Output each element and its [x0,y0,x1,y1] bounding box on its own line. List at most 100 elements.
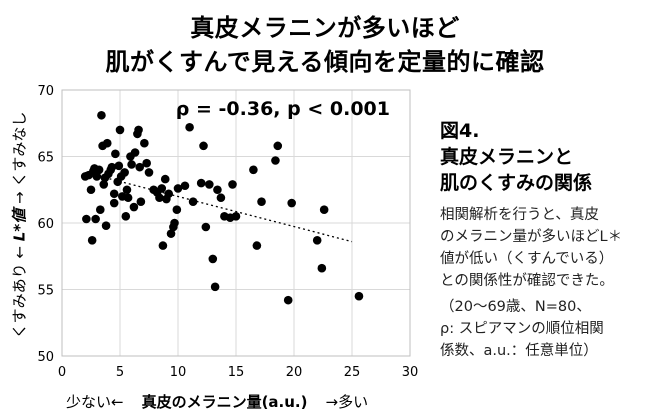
data-point [142,158,151,168]
y-tick-label: 60 [37,217,54,232]
data-point [120,168,129,177]
data-point [166,229,176,238]
x-tick-label: 10 [170,365,187,380]
x-axis-name: 真皮のメラニン量(a.u.) [141,393,308,411]
data-point [92,172,102,181]
data-point [94,165,104,175]
x-tick-label: 25 [344,365,361,380]
data-point [129,202,139,212]
y-axis-name: L*値 [10,208,29,242]
y-tick-label: 55 [37,284,54,299]
data-point [205,180,214,189]
data-point [157,184,167,193]
trend-line [85,171,353,243]
data-point [115,125,125,135]
data-point [312,235,322,245]
y-axis-label: くすみあり ← L*値 → くすみなし [4,85,34,365]
data-point [188,197,198,207]
data-point [111,149,120,159]
data-point [87,235,97,245]
figure-title-line1: 真皮メラニンと [440,146,574,168]
data-point [136,197,146,207]
plot-area [61,89,411,357]
data-point [95,205,105,214]
data-point [99,180,109,189]
data-point [201,222,211,232]
data-point [86,185,96,195]
data-point [257,197,266,207]
data-point [123,193,133,203]
x-tick-label: 15 [228,365,245,380]
description-line: 相関解析を行うと、真皮 [440,207,599,223]
data-point [107,162,117,172]
data-point [122,185,132,195]
description-line: 値が低い（くすんでいる） [440,251,614,267]
data-point [273,141,283,151]
data-point [109,189,119,199]
x-axis-high: →多い [325,393,369,411]
data-point [109,198,119,208]
data-point [102,138,112,148]
data-point [144,168,154,177]
correlation-annotation: ρ = -0.36, p < 0.001 [176,98,390,120]
data-point [114,161,124,171]
data-point [135,162,145,172]
data-point [199,141,208,151]
data-point [130,148,140,157]
figure-number: 図4. [440,120,480,142]
data-point [317,263,327,273]
data-point [91,214,100,224]
figure-title-line2: 肌のくすみの関係 [440,172,593,194]
data-point [216,193,226,203]
data-point [155,193,164,203]
data-point [249,165,258,175]
note-line: （20～69歳、N=80、 [440,299,591,315]
data-point [231,212,241,221]
y-axis-low: くすみあり ← [10,245,29,339]
y-axis-high: → くすみなし [10,111,29,205]
data-point [252,241,262,250]
data-point [170,218,179,228]
data-point [121,212,131,221]
data-point [208,254,218,264]
study-note: （20～69歳、N=80、 ρ: スピアマンの順位相関 係数、a.u.：任意単位… [440,296,604,362]
data-point [127,160,136,169]
x-axis-low: 少ない← [66,393,124,411]
data-point [196,178,206,188]
figure-caption: 図4. 真皮メラニンと 肌のくすみの関係 [440,118,592,196]
data-point [283,295,293,305]
description-line: との関係性が確認できた。 [440,273,614,289]
chart-title-line2: 肌がくすんで見える傾向を定量的に確認 [105,48,545,76]
data-point [354,291,364,301]
data-point [271,156,280,165]
note-line: ρ: スピアマンの順位相関 [440,321,604,337]
x-tick-label: 5 [116,365,124,380]
data-point [140,138,149,148]
y-tick-label: 65 [37,151,54,166]
data-point [134,125,143,135]
data-point [185,122,194,132]
data-point [210,282,220,292]
data-point [82,214,91,224]
data-point [164,189,174,199]
x-tick-label: 0 [58,365,66,380]
data-point [97,110,106,120]
y-tick-label: 70 [37,84,54,99]
data-point [158,241,168,250]
data-point [180,181,190,191]
note-line: 係数、a.u.：任意単位） [440,343,598,359]
data-point [172,205,182,214]
x-tick-label: 30 [402,365,419,380]
data-point [173,184,183,193]
x-tick-label: 20 [286,365,303,380]
y-tick-label: 50 [37,350,54,365]
description-line: のメラニン量が多いほどL＊ [440,229,623,245]
x-axis-label: 少ない← 真皮のメラニン量(a.u.) →多い [66,391,406,412]
data-point [101,221,111,230]
data-point [213,185,222,195]
data-point [319,205,329,214]
description: 相関解析を行うと、真皮 のメラニン量が多いほどL＊ 値が低い（くすんでいる） と… [440,204,622,292]
data-point [287,198,296,208]
chart-title-line1: 真皮メラニンが多いほど [190,14,460,42]
